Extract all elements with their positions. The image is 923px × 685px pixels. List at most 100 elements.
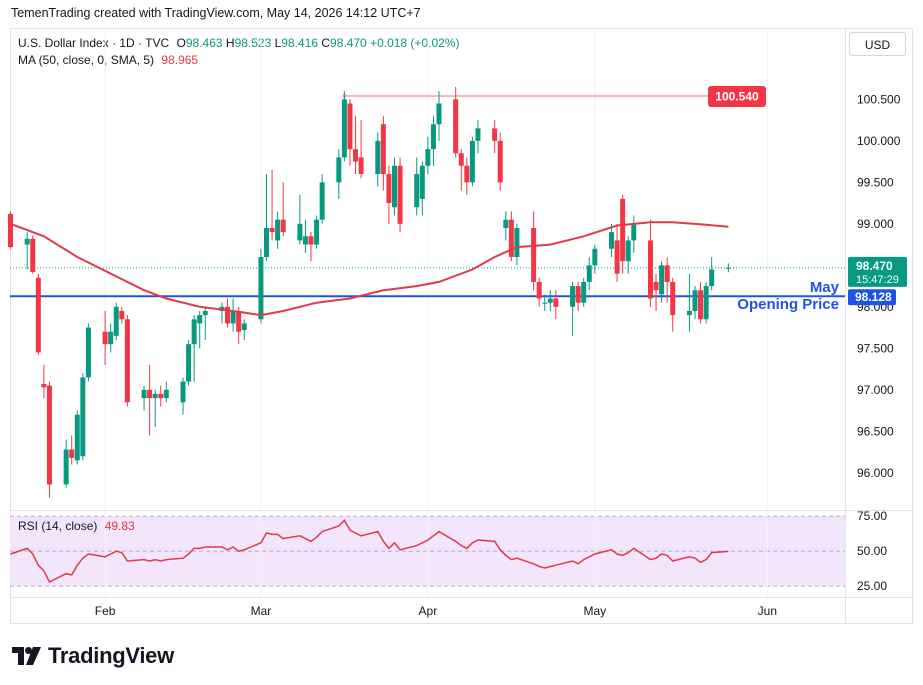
candle-body <box>575 286 581 303</box>
y-tick-label: 99.000 <box>857 217 894 231</box>
y-tick-label: 99.500 <box>857 175 894 189</box>
high-label: H <box>225 36 235 50</box>
candle-body <box>581 281 587 303</box>
currency-button[interactable]: USD <box>849 32 906 56</box>
candle-body <box>119 310 125 320</box>
candle-body <box>297 223 303 241</box>
candle-body <box>620 198 626 262</box>
symbol-name: U.S. Dollar Index · 1D · TVC <box>18 36 170 50</box>
candle-body <box>158 393 164 399</box>
change-value: +0.018 (+0.02%) <box>370 36 460 50</box>
rsi-label: RSI (14, close) <box>18 519 98 533</box>
candle-body <box>63 449 69 485</box>
candle-body <box>414 174 420 208</box>
candle-body <box>536 281 542 299</box>
candle-body <box>180 381 186 403</box>
candle-body <box>46 385 52 485</box>
candle-body <box>302 236 308 245</box>
tradingview-logo-icon <box>12 647 41 665</box>
candle-body <box>614 240 620 274</box>
candle-body <box>419 165 425 199</box>
x-tick-label: Feb <box>95 604 116 618</box>
current-price-tag-bg <box>848 256 907 287</box>
candle-body <box>124 319 130 403</box>
y-tick-label: 100.000 <box>857 134 901 148</box>
candle-body <box>497 140 503 183</box>
candle-body <box>703 286 709 320</box>
candle-body <box>341 99 347 158</box>
ma-line <box>10 221 729 317</box>
candle-body <box>458 153 464 166</box>
candle-body <box>631 223 637 241</box>
candle-body <box>570 286 576 307</box>
candle-body <box>308 236 314 245</box>
candle-body <box>358 157 364 175</box>
y-tick-label: 97.000 <box>857 383 894 397</box>
candle-body <box>258 257 264 320</box>
candle-body <box>391 165 397 208</box>
candle-body <box>553 298 559 307</box>
candle-body <box>464 165 470 183</box>
rsi-y-tick-label: 75.00 <box>857 509 887 523</box>
candle-body <box>514 227 520 258</box>
candle-body <box>147 389 153 399</box>
candle-body <box>397 165 403 224</box>
rsi-legend: RSI (14, close) 49.83 <box>18 519 135 533</box>
candle-body <box>186 344 192 382</box>
open-value: 98.463 <box>185 36 223 50</box>
candle-body <box>353 149 359 162</box>
rsi-line <box>10 519 729 584</box>
candle-body <box>69 449 75 458</box>
ma-label: MA (50, close, 0, SMA, 5) <box>18 53 155 67</box>
x-tick-label: May <box>583 604 606 618</box>
countdown-text: 15:47:29 <box>856 274 899 286</box>
candle-body <box>113 306 119 336</box>
candle-body <box>592 248 598 266</box>
candle-body <box>453 99 459 154</box>
current-price-tag-text: 98.470 <box>856 259 893 273</box>
y-tick-label: 100.500 <box>857 92 901 106</box>
candle-body <box>508 219 514 258</box>
candle-body <box>542 302 548 304</box>
rsi-y-tick-label: 25.00 <box>857 579 887 593</box>
candle-body <box>108 331 114 345</box>
opening-price-label: Opening Price <box>737 296 839 313</box>
candle-body <box>269 227 275 233</box>
symbol-legend: U.S. Dollar Index · 1D · TVC O98.463 H 98… <box>18 36 459 50</box>
candle-body <box>698 290 704 320</box>
high-price-tag-text: 100.540 <box>715 90 759 104</box>
candle-body <box>24 238 30 245</box>
candle-body <box>430 124 436 150</box>
candle-body <box>664 265 670 282</box>
candle-body <box>85 327 91 378</box>
may-label: May <box>810 279 840 296</box>
candle-body <box>41 384 47 388</box>
candle-body <box>380 124 386 175</box>
candle-body <box>102 331 108 345</box>
rsi-value: 49.83 <box>104 519 135 533</box>
candle-body <box>436 103 442 125</box>
ma-value: 98.965 <box>161 53 199 67</box>
high-price-tag-bg <box>708 86 766 108</box>
rsi-y-tick-label: 50.00 <box>857 544 887 558</box>
candle-body <box>225 306 231 324</box>
candle-body <box>692 290 698 311</box>
candle-body <box>547 298 553 303</box>
tradingview-logo: TradingView <box>12 643 174 669</box>
candle-body <box>280 219 286 233</box>
candle-body <box>263 227 269 258</box>
close-label: C <box>321 36 331 50</box>
low-value: 98.416 <box>281 36 318 50</box>
candle-body <box>531 227 537 282</box>
candle-body <box>347 103 353 150</box>
x-tick-label: Jun <box>758 604 777 618</box>
open-label: O <box>176 36 186 50</box>
candle-body <box>503 219 509 228</box>
candle-body <box>492 128 498 141</box>
candle-body <box>647 240 653 299</box>
candle-body <box>314 219 320 245</box>
x-tick-label: Mar <box>251 604 272 618</box>
y-tick-label: 96.000 <box>857 466 894 480</box>
low-label: L <box>274 36 282 50</box>
